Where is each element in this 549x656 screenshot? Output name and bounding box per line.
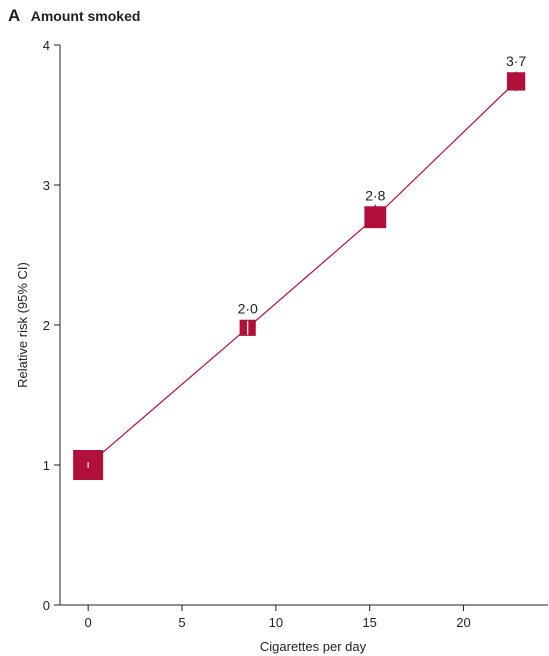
data-label: 2·0	[238, 301, 258, 317]
y-tick-label: 0	[43, 598, 50, 613]
y-tick-label: 1	[43, 458, 50, 473]
x-tick-label: 0	[85, 615, 92, 630]
y-axis-title: Relative risk (95% CI)	[15, 262, 30, 388]
data-label: 2·8	[365, 187, 385, 203]
x-tick-label: 5	[178, 615, 185, 630]
panel-header: A Amount smoked	[8, 6, 140, 28]
x-tick-label: 15	[362, 615, 376, 630]
chart-title: Amount smoked	[30, 8, 141, 24]
panel-letter: A	[8, 6, 21, 25]
series-line	[87, 80, 517, 466]
x-tick-label: 20	[456, 615, 470, 630]
axes: 0 1 2 3 4 0 5 10 15 20	[43, 38, 548, 630]
y-tick-label: 2	[43, 318, 50, 333]
series-group: 2·0 2·8 3·7	[73, 53, 526, 480]
data-label: 3·7	[506, 53, 526, 69]
x-tick-label: 10	[269, 615, 283, 630]
y-tick-label: 4	[43, 38, 50, 53]
x-axis-title: Cigarettes per day	[260, 639, 367, 654]
y-tick-label: 3	[43, 178, 50, 193]
